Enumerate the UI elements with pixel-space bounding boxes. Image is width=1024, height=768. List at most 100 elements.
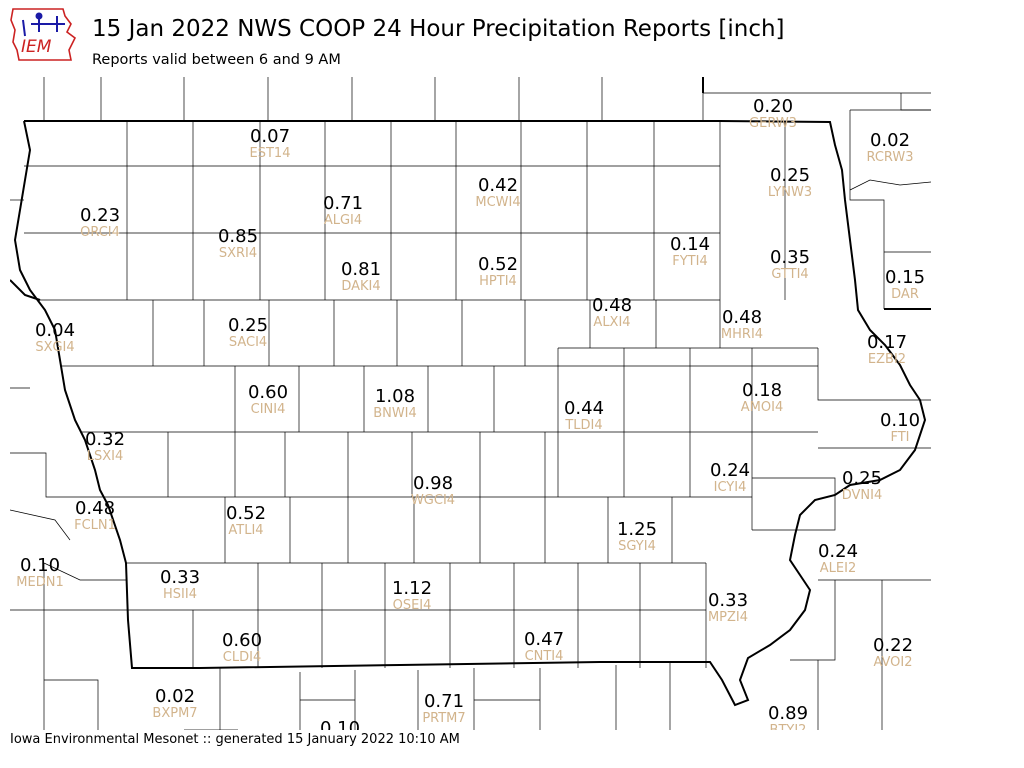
station-id: ALEI2	[820, 561, 856, 576]
precip-value: 1.25	[617, 519, 657, 540]
station-id: ICYI4	[714, 480, 747, 495]
station-id: CNTI4	[525, 649, 564, 664]
precip-value: 0.89	[768, 703, 808, 724]
precip-value: 0.81	[341, 259, 381, 280]
station-id: DVNI4	[842, 488, 883, 503]
station-id: LSXI4	[87, 449, 124, 464]
precip-value: 0.23	[80, 205, 120, 226]
station-id: SACI4	[229, 335, 267, 350]
station-id: AVOI2	[873, 655, 912, 670]
station-unlabeled: 0.10	[320, 718, 360, 730]
precip-value: 1.12	[392, 578, 432, 599]
station-id: RCRW3	[866, 150, 913, 165]
precip-value: 0.48	[722, 307, 762, 328]
precip-value: 0.10	[20, 555, 60, 576]
station-id: DAKI4	[341, 279, 380, 294]
station-id: FYTI4	[672, 254, 707, 269]
precip-value: 0.42	[478, 175, 518, 196]
precip-value: 0.02	[870, 130, 910, 151]
station-btyi2: 0.89BTYI2	[768, 703, 808, 730]
precip-value: 0.15	[885, 267, 925, 288]
station-id: AMOI4	[741, 400, 783, 415]
station-id: GTTI4	[771, 267, 808, 282]
station-id: HSII4	[163, 587, 197, 602]
station-id: WGCI4	[411, 493, 455, 508]
precip-value: 0.25	[228, 315, 268, 336]
station-id: GERW3	[749, 116, 797, 131]
station-id: BNWI4	[373, 406, 417, 421]
precip-value: 0.24	[818, 541, 858, 562]
precip-value: 0.33	[160, 567, 200, 588]
station-id: MPZI4	[708, 610, 748, 625]
station-id: TLDI4	[564, 418, 602, 433]
precip-value: 0.35	[770, 247, 810, 268]
precip-value: 0.71	[323, 193, 363, 214]
footer-credit: Iowa Environmental Mesonet :: generated …	[10, 732, 460, 747]
station-id: SGYI4	[618, 539, 656, 554]
station-id: EZBI2	[868, 352, 906, 367]
precip-value: 0.44	[564, 398, 604, 419]
map-title: 15 Jan 2022 NWS COOP 24 Hour Precipitati…	[92, 16, 785, 42]
station-id: HPTI4	[479, 274, 517, 289]
precip-value: 0.33	[708, 590, 748, 611]
precip-value: 0.47	[524, 629, 564, 650]
station-id: CLDI4	[223, 650, 261, 665]
precip-value: 0.52	[478, 254, 518, 275]
precip-value: 0.10	[880, 410, 920, 431]
station-id: PRTM7	[422, 711, 465, 726]
iem-logo: IEM	[10, 8, 77, 61]
precip-value: 0.48	[592, 295, 632, 316]
station-id: ATLI4	[228, 523, 263, 538]
station-id: DAR	[891, 287, 919, 302]
precip-value: 0.18	[742, 380, 782, 401]
station-id: ALXI4	[593, 315, 630, 330]
precipitation-map: 0.07EST140.20GERW30.02RCRW30.25LYNW30.23…	[10, 77, 931, 730]
station-id: FTI	[890, 430, 909, 445]
station-id: BTYI2	[770, 723, 807, 730]
station-id: ORCI4	[80, 225, 120, 240]
precip-value: 0.22	[873, 635, 913, 656]
station-id: FCLN1	[74, 518, 116, 533]
precip-value: 0.60	[222, 630, 262, 651]
logo-text: IEM	[21, 37, 52, 57]
station-id: OSEI4	[393, 598, 432, 613]
station-id: EST14	[250, 146, 291, 161]
county-boundaries	[10, 77, 931, 730]
precip-value: 0.98	[413, 473, 453, 494]
precip-value: 0.10	[320, 718, 360, 730]
station-id: LYNW3	[768, 185, 812, 200]
precip-value: 0.07	[250, 126, 290, 147]
precip-value: 0.17	[867, 332, 907, 353]
map-subtitle: Reports valid between 6 and 9 AM	[92, 52, 341, 68]
precip-value: 0.32	[85, 429, 125, 450]
precip-value: 0.25	[842, 468, 882, 489]
